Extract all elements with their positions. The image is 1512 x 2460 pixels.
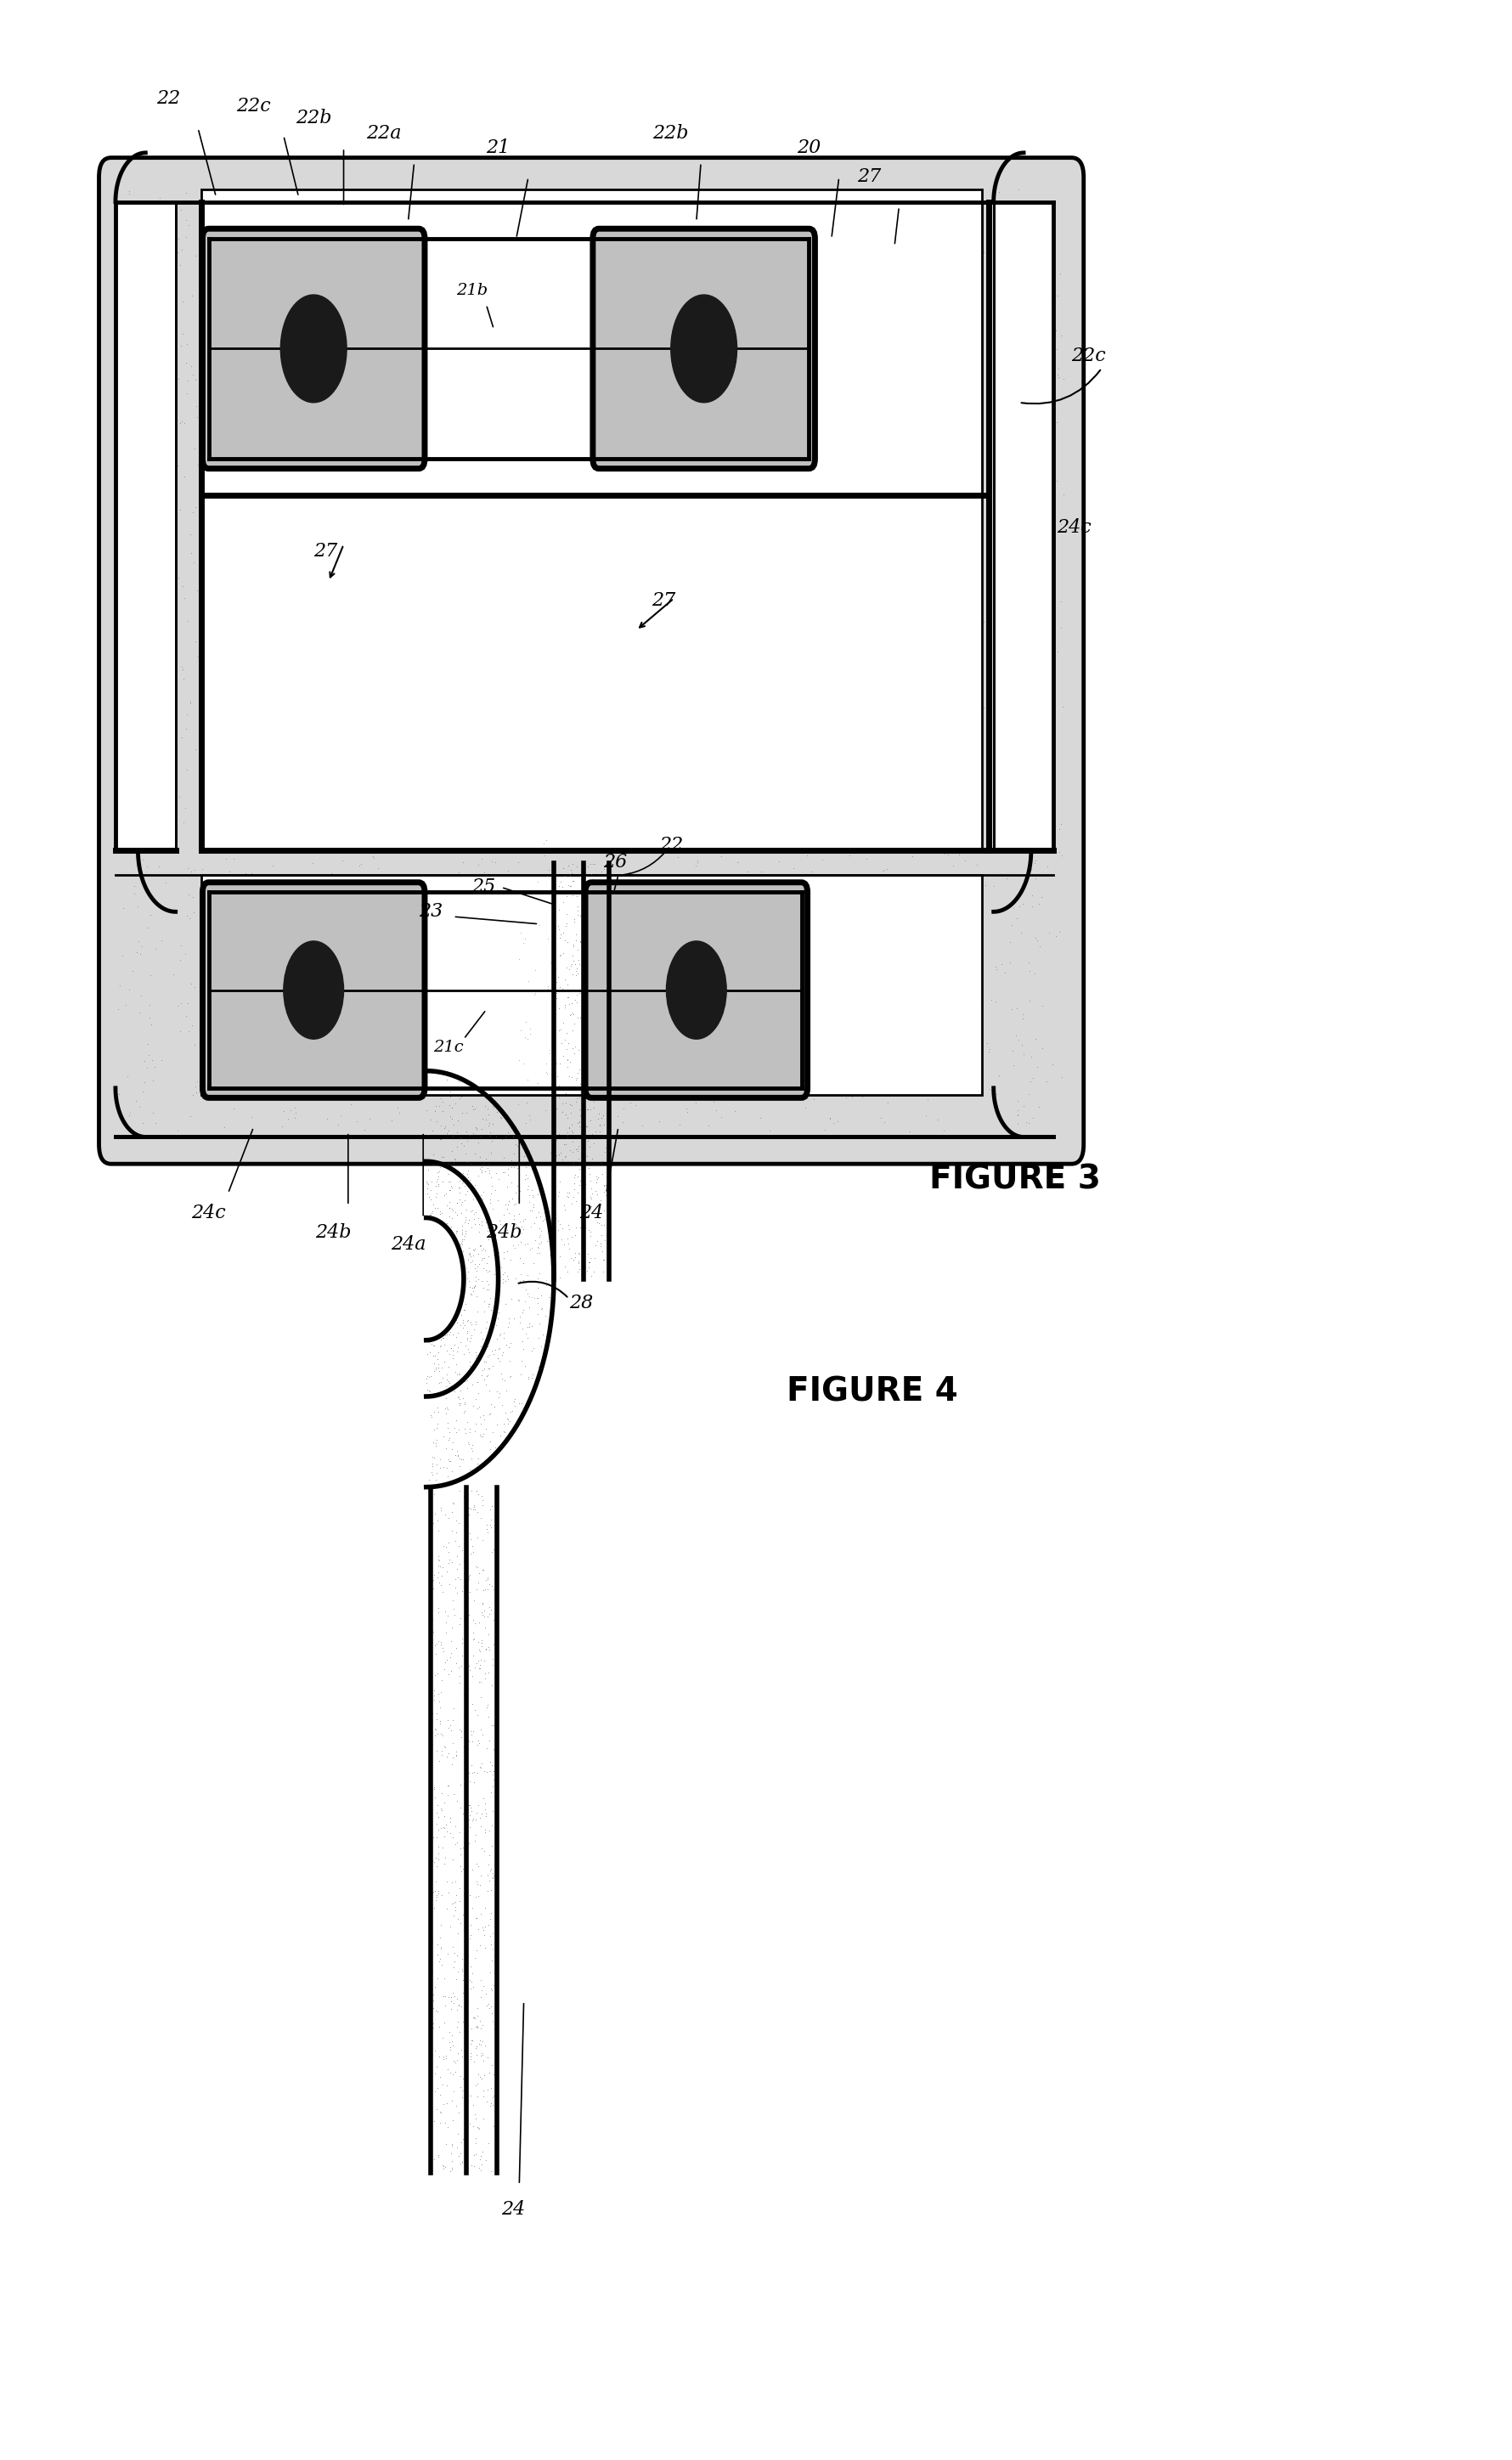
Text: FIGURE 4: FIGURE 4 (786, 1375, 957, 1407)
Text: 24c: 24c (1055, 517, 1090, 536)
Text: 22: 22 (659, 836, 682, 854)
Text: FIGURE 3: FIGURE 3 (928, 1164, 1099, 1196)
Text: 22a: 22a (366, 123, 402, 143)
Text: 26: 26 (603, 854, 627, 871)
FancyBboxPatch shape (201, 876, 981, 1095)
Circle shape (665, 942, 726, 1038)
Text: 21c: 21c (434, 1041, 464, 1055)
Circle shape (283, 942, 343, 1038)
Text: 24b: 24b (314, 1223, 351, 1242)
Text: 22b: 22b (653, 123, 688, 143)
Text: 27: 27 (313, 541, 337, 561)
Text: 25: 25 (470, 878, 494, 895)
FancyBboxPatch shape (993, 202, 1052, 851)
Text: 27: 27 (652, 590, 674, 610)
FancyBboxPatch shape (201, 202, 981, 851)
Text: 22b: 22b (295, 108, 331, 128)
Circle shape (280, 295, 346, 403)
Text: 24: 24 (579, 1203, 603, 1223)
Circle shape (670, 295, 736, 403)
Text: 22c: 22c (1070, 347, 1105, 364)
Text: 22: 22 (156, 89, 180, 108)
FancyBboxPatch shape (201, 189, 981, 494)
Text: 20: 20 (797, 138, 821, 157)
Text: 24: 24 (500, 2199, 525, 2219)
Text: 24b: 24b (485, 1223, 522, 1242)
Text: 27: 27 (856, 167, 880, 187)
Text: 23: 23 (419, 903, 443, 920)
FancyBboxPatch shape (593, 229, 815, 467)
Text: 24a: 24a (390, 1235, 425, 1255)
FancyBboxPatch shape (203, 883, 425, 1097)
Text: 21b: 21b (457, 283, 487, 298)
Text: 24c: 24c (191, 1203, 225, 1223)
FancyBboxPatch shape (98, 157, 1083, 1164)
FancyBboxPatch shape (585, 883, 807, 1097)
FancyBboxPatch shape (203, 229, 425, 467)
Text: 28: 28 (569, 1294, 593, 1314)
Text: 21: 21 (485, 138, 510, 157)
Text: 22c: 22c (236, 96, 271, 116)
FancyBboxPatch shape (115, 202, 175, 851)
